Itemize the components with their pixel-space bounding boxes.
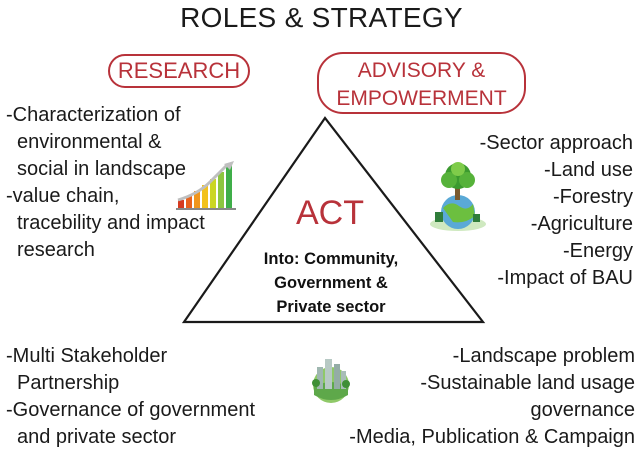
act-target-line: Private sector (276, 298, 386, 316)
act-target-line: Government & (274, 274, 388, 292)
act-target-line: Into: Community, (263, 250, 399, 268)
list-item: -Multi Stakeholder (6, 345, 168, 367)
list-item: environmental & (17, 131, 162, 153)
bar-chart-growth-icon (176, 161, 236, 210)
list-item: -Land use (544, 159, 633, 181)
advisory-pill: ADVISORY & EMPOWERMENT (317, 52, 526, 114)
advisory-label-line2: EMPOWERMENT (336, 87, 507, 110)
list-item: -Impact of BAU (497, 267, 633, 289)
list-item: -Sustainable land usage (420, 372, 635, 394)
research-pill: RESEARCH (108, 54, 250, 88)
advisory-label-line1: ADVISORY & (357, 59, 486, 82)
list-item: tracebility and impact (17, 212, 205, 234)
governance-list: -Landscape problem -Sustainable land usa… (349, 343, 635, 451)
list-item: -Energy (562, 240, 633, 262)
list-item: governance (530, 399, 635, 421)
research-list: -Characterization of environmental & soc… (6, 102, 205, 264)
list-item: -Media, Publication & Campaign (349, 426, 635, 448)
page-title: ROLES & STRATEGY (180, 2, 463, 33)
list-item: and private sector (17, 426, 176, 448)
green-globe-tree-icon (430, 162, 486, 231)
list-item: -Agriculture (530, 213, 633, 235)
partnership-list: -Multi Stakeholder Partnership -Governan… (6, 343, 255, 451)
list-item: -Forestry (553, 186, 633, 208)
list-item: Partnership (17, 372, 120, 394)
list-item: research (17, 239, 95, 261)
research-label: RESEARCH (117, 58, 241, 83)
list-item: -Characterization of (6, 104, 181, 126)
list-item: -value chain, (6, 185, 120, 207)
green-city-globe-icon (312, 359, 350, 403)
act-targets: Into: Community, Government & Private se… (216, 247, 446, 319)
act-label: ACT (296, 194, 364, 232)
list-item: social in landscape (17, 158, 186, 180)
act-triangle (181, 116, 486, 324)
list-item: -Governance of government (6, 399, 256, 421)
list-item: -Sector approach (479, 132, 633, 154)
sector-list: -Sector approach -Land use -Forestry -Ag… (480, 130, 633, 292)
list-item: -Landscape problem (452, 345, 635, 367)
